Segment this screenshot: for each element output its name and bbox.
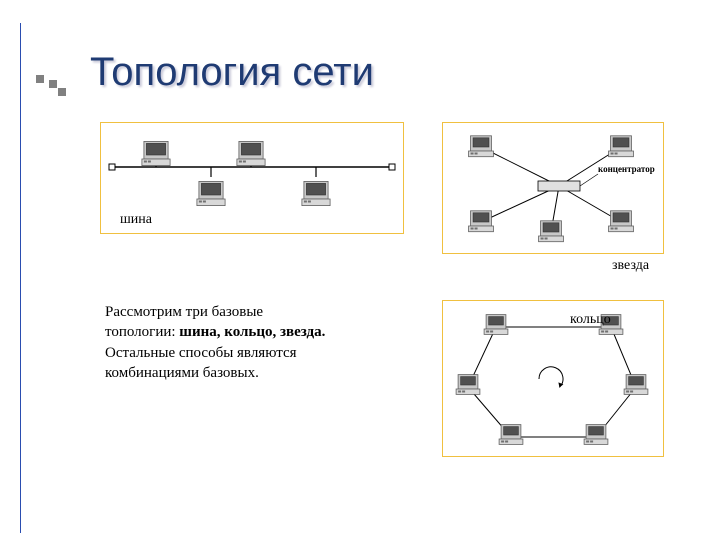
body-line3: Остальные способы являются: [105, 345, 297, 361]
star-panel: концентратор: [442, 122, 664, 254]
bus-caption: шина: [120, 212, 152, 228]
star-caption: звезда: [612, 258, 649, 274]
body-line4: комбинациями базовых.: [105, 365, 259, 381]
accent-bar: [20, 23, 69, 533]
star-diagram: концентратор: [443, 123, 663, 253]
svg-text:концентратор: концентратор: [598, 164, 655, 174]
accent-square: [36, 75, 44, 83]
accent-square: [58, 88, 66, 96]
body-line2-bold: шина, кольцо, звезда.: [179, 324, 325, 340]
body-text: Рассмотрим три базовые топологии: шина, …: [105, 302, 375, 383]
ring-diagram: [443, 301, 663, 456]
ring-panel: [442, 300, 664, 457]
body-line1: Рассмотрим три базовые: [105, 304, 263, 320]
ring-caption: кольцо: [570, 312, 611, 328]
body-line2-pre: топологии:: [105, 324, 179, 340]
accent-square: [49, 80, 57, 88]
page-title: Топология сети: [90, 50, 374, 95]
